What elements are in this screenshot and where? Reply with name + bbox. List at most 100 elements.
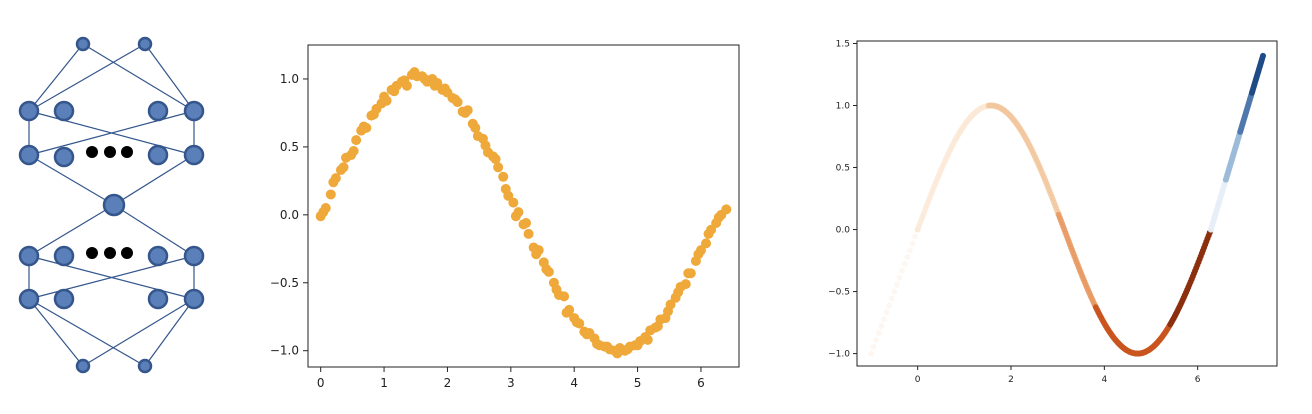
ellipsis-dot <box>104 247 116 259</box>
network-edge <box>28 43 84 112</box>
y-tick-label: 1.5 <box>836 39 850 49</box>
scatter-point <box>642 334 653 345</box>
network-diagram-svg <box>18 36 205 374</box>
scatter-point <box>551 284 562 295</box>
network-node <box>183 288 205 310</box>
curve-point <box>1260 52 1266 59</box>
x-tick-label: 4 <box>570 376 578 390</box>
y-tick-label: 0.5 <box>280 140 299 154</box>
curve-point <box>870 343 877 350</box>
axis-ticks: 0 2 4 6 −1.0 −0.5 0.0 0.5 1.0 1.5 <box>828 39 1201 385</box>
colored-curve-scatter-chart: 0 2 4 6 −1.0 −0.5 0.0 0.5 1.0 1.5 <box>800 0 1300 410</box>
network-edge <box>28 204 115 257</box>
network-edge <box>28 255 195 300</box>
network-edge <box>113 154 195 206</box>
network-diagram <box>0 0 240 410</box>
x-tick-label: 6 <box>697 376 705 390</box>
scatter-point <box>680 279 691 290</box>
scatter-point <box>561 307 572 318</box>
curve-point <box>891 288 898 295</box>
scatter-point <box>581 329 592 340</box>
scatter-point <box>559 291 570 302</box>
x-tick-label: 4 <box>1101 375 1107 385</box>
scatter-point <box>409 67 420 78</box>
scatter-point <box>498 171 509 182</box>
network-edge <box>82 298 195 367</box>
scatter-point <box>429 80 440 91</box>
network-edge <box>28 110 195 156</box>
network-node <box>147 245 169 267</box>
network-node <box>53 100 75 122</box>
curve-point <box>899 267 906 274</box>
scatter-point <box>693 249 704 260</box>
network-node <box>18 100 40 122</box>
network-node <box>18 245 40 267</box>
scatter-point <box>419 73 430 84</box>
x-tick-label: 0 <box>317 376 325 390</box>
scatter-point <box>541 264 552 275</box>
y-tick-label: 0.0 <box>280 208 299 222</box>
network-node <box>53 146 75 168</box>
y-tick-label: 1.0 <box>280 72 299 86</box>
ellipsis-dot <box>86 146 98 158</box>
scatter-point <box>508 197 519 208</box>
network-node <box>75 36 91 52</box>
scatter-point <box>470 122 481 133</box>
curve-point <box>909 240 916 247</box>
network-edge <box>28 154 115 206</box>
network-nodes <box>18 36 205 374</box>
curve-point <box>883 309 890 316</box>
scatter-point <box>510 211 521 222</box>
network-node <box>18 144 40 166</box>
curve-point <box>880 316 887 323</box>
network-edge <box>28 298 146 367</box>
scatter-point <box>531 249 542 260</box>
curve-point <box>896 274 903 281</box>
network-edge <box>113 204 195 257</box>
scatter-point <box>622 344 633 355</box>
axis-ticks: 0 1 2 3 4 5 6 −1.0 −0.5 0.0 0.5 1.0 <box>270 72 705 390</box>
ellipsis-dot <box>104 146 116 158</box>
scatter-point <box>571 317 582 328</box>
curve-point <box>868 350 874 357</box>
scatter-point <box>673 287 684 298</box>
scatter-point <box>348 145 359 156</box>
network-node <box>137 36 153 52</box>
x-tick-label: 5 <box>634 376 642 390</box>
x-tick-label: 0 <box>915 375 921 385</box>
curve-point <box>906 247 913 254</box>
curve-point <box>878 323 885 330</box>
scatter-point <box>523 228 534 239</box>
scatter-point <box>701 238 712 249</box>
network-node <box>183 144 205 166</box>
scatter-points <box>315 67 732 359</box>
y-tick-label: −0.5 <box>828 288 850 298</box>
scatter-point <box>721 204 732 215</box>
network-node <box>147 144 169 166</box>
scatter-point <box>318 207 329 218</box>
curve-point <box>901 261 908 268</box>
scatter-point <box>379 91 390 102</box>
scatter-point <box>663 306 674 317</box>
curve-point <box>893 281 900 288</box>
x-tick-label: 2 <box>1008 375 1014 385</box>
network-node <box>75 358 91 374</box>
network-edge <box>144 43 195 112</box>
network-node <box>102 193 126 217</box>
scatter-point <box>592 338 603 349</box>
x-tick-label: 2 <box>444 376 452 390</box>
network-node <box>137 358 153 374</box>
colored-curve-scatter-svg: 0 2 4 6 −1.0 −0.5 0.0 0.5 1.0 1.5 <box>828 39 1278 385</box>
curve-points <box>868 52 1266 357</box>
network-edge <box>144 298 195 367</box>
scatter-point <box>389 86 400 97</box>
ellipsis-dot <box>86 247 98 259</box>
scatter-point <box>713 212 724 223</box>
noisy-sine-scatter-svg: 0 1 2 3 4 5 6 −1.0 −0.5 0.0 0.5 1.0 <box>270 44 740 390</box>
scatter-point <box>500 184 511 195</box>
scatter-point <box>632 340 643 351</box>
scatter-point <box>439 83 450 94</box>
y-tick-label: 0.5 <box>836 164 850 174</box>
network-node <box>53 288 75 310</box>
scatter-point <box>703 228 714 239</box>
